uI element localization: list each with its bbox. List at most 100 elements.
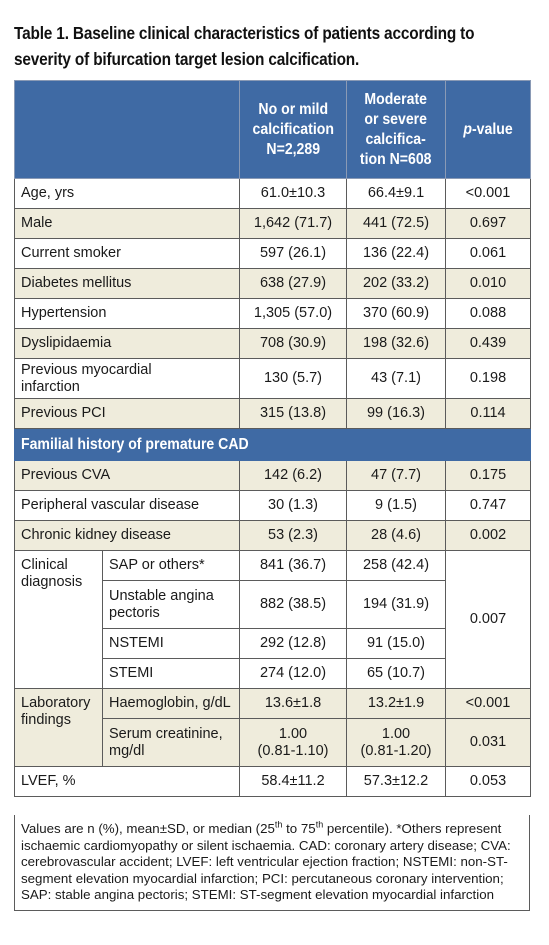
value-line2: (0.81-1.10) [257, 742, 329, 759]
table-row: Chronic kidney disease 53 (2.3) 28 (4.6)… [14, 520, 531, 551]
row-label-line2: infarction [21, 378, 80, 395]
row-label: NSTEMI [102, 628, 240, 659]
group-label-laboratory: Laboratory findings [14, 688, 103, 767]
cell-mod-severe: 9 (1.5) [346, 490, 446, 521]
table-row: Peripheral vascular disease 30 (1.3) 9 (… [14, 490, 531, 521]
table-row: Age, yrs 61.0±10.3 66.4±9.1 <0.001 [14, 178, 531, 209]
value-line1: 1.00 [381, 725, 411, 742]
cell-no-mild: 142 (6.2) [239, 460, 347, 491]
header-no-mild-line3: N=2,289 [266, 140, 320, 158]
cell-mod-severe: 198 (32.6) [346, 328, 446, 359]
header-no-mild: No or mild calcification N=2,289 [239, 80, 347, 179]
cell-p-value: 0.031 [445, 718, 531, 767]
table-row: Unstable angina pectoris 882 (38.5) 194 (… [15, 580, 531, 629]
cell-mod-severe: 65 (10.7) [346, 658, 446, 689]
row-label: STEMI [102, 658, 240, 689]
row-label: Male [14, 208, 240, 239]
table-footnote: Values are n (%), mean±SD, or median (25… [14, 815, 530, 911]
cell-p-value: 0.175 [445, 460, 531, 491]
table-row: Laboratory findings Haemoglobin, g/dL 13.… [14, 688, 531, 767]
cell-p-value: 0.061 [445, 238, 531, 269]
section-title: Familial history of premature CAD [21, 436, 249, 453]
header-row: No or mild calcification N=2,289 Moderat… [14, 80, 531, 179]
table-row: Previous PCI 315 (13.8) 99 (16.3) 0.114 [14, 398, 531, 429]
table-row: Current smoker 597 (26.1) 136 (22.4) 0.0… [14, 238, 531, 269]
cell-p-value: <0.001 [445, 178, 531, 209]
row-label-line2: pectoris [109, 604, 160, 621]
table-row: Male 1,642 (71.7) 441 (72.5) 0.697 [14, 208, 531, 239]
cell-mod-severe: 66.4±9.1 [346, 178, 446, 209]
cell-p-value: 0.088 [445, 298, 531, 329]
cell-no-mild: 1,642 (71.7) [239, 208, 347, 239]
cell-mod-severe: 258 (42.4) [346, 550, 446, 581]
cell-mod-severe: 194 (31.9) [346, 580, 446, 629]
section-header: Familial history of premature CAD [14, 428, 531, 461]
row-label: Previous CVA [14, 460, 240, 491]
table-row: NSTEMI 292 (12.8) 91 (15.0) [15, 628, 531, 659]
row-label: Previous PCI [14, 398, 240, 429]
header-p-value: p-value [445, 80, 531, 179]
row-label: Haemoglobin, g/dL [102, 688, 240, 719]
row-label: Current smoker [14, 238, 240, 269]
table-row: Dyslipidaemia 708 (30.9) 198 (32.6) 0.43… [14, 328, 531, 359]
header-mod-line4: tion N=608 [360, 150, 432, 168]
row-label: Chronic kidney disease [14, 520, 240, 551]
header-mod-line3: calcifica- [365, 130, 427, 148]
cell-mod-severe: 13.2±1.9 [346, 688, 446, 719]
group-label-line2: findings [21, 712, 71, 728]
row-label: Hypertension [14, 298, 240, 329]
cell-no-mild: 597 (26.1) [239, 238, 347, 269]
footnote-part2: to 75 [282, 821, 316, 836]
cell-p-value: 0.747 [445, 490, 531, 521]
section-header-row: Familial history of premature CAD [14, 428, 531, 461]
footnote-part1: Values are n (%), mean±SD, or median (25 [21, 821, 275, 836]
group-label-clinical: Clinical diagnosis [14, 550, 103, 689]
cell-p-value: 0.010 [445, 268, 531, 299]
table-row: LVEF, % 58.4±11.2 57.3±12.2 0.053 [14, 766, 531, 797]
caption-line-2: severity of bifurcation target lesion ca… [14, 49, 360, 69]
cell-p-value: 0.439 [445, 328, 531, 359]
caption-line-1: Table 1. Baseline clinical characteristi… [14, 23, 475, 43]
cell-mod-severe: 441 (72.5) [346, 208, 446, 239]
cell-no-mild: 13.6±1.8 [239, 688, 347, 719]
cell-p-value: 0.007 [445, 550, 531, 689]
row-label-line1: Previous myocardial [21, 361, 152, 378]
cell-no-mild: 58.4±11.2 [239, 766, 347, 797]
group-label-line1: Clinical [21, 557, 68, 573]
cell-p-value: 0.697 [445, 208, 531, 239]
footnote-sup1: th [274, 819, 283, 830]
cell-no-mild: 708 (30.9) [239, 328, 347, 359]
group-label-line2: diagnosis [21, 574, 83, 590]
cell-no-mild: 841 (36.7) [239, 550, 347, 581]
cell-mod-severe: 99 (16.3) [346, 398, 446, 429]
table-row: Previous CVA 142 (6.2) 47 (7.7) 0.175 [14, 460, 531, 491]
cell-mod-severe: 57.3±12.2 [346, 766, 446, 797]
value-line2: (0.81-1.20) [360, 742, 432, 759]
cell-no-mild: 315 (13.8) [239, 398, 347, 429]
header-blank-cell [14, 80, 240, 179]
cell-mod-severe: 43 (7.1) [346, 358, 446, 399]
row-label: Serum creatinine, mg/dl [102, 718, 240, 767]
table-row: Serum creatinine, mg/dl 1.00 (0.81-1.10) 1… [15, 718, 531, 767]
cell-p-value: 0.198 [445, 358, 531, 399]
group-label-line1: Laboratory [21, 695, 91, 711]
cell-mod-severe: 202 (33.2) [346, 268, 446, 299]
cell-no-mild: 30 (1.3) [239, 490, 347, 521]
row-label-line1: Serum creatinine, [109, 725, 223, 742]
cell-no-mild: 882 (38.5) [239, 580, 347, 629]
row-label: Peripheral vascular disease [14, 490, 240, 521]
row-label: Previous myocardial infarction [14, 358, 240, 399]
cell-p-value: 0.002 [445, 520, 531, 551]
cell-no-mild: 1,305 (57.0) [239, 298, 347, 329]
table-caption: Table 1. Baseline clinical characteristi… [14, 20, 475, 72]
row-label: Dyslipidaemia [14, 328, 240, 359]
footnote-part3: percentile). *Others represent ischaemic… [21, 821, 511, 903]
header-p-italic: p [463, 120, 472, 138]
cell-mod-severe: 136 (22.4) [346, 238, 446, 269]
cell-p-value: 0.053 [445, 766, 531, 797]
header-mod-line2: or severe [364, 110, 428, 128]
cell-mod-severe: 370 (60.9) [346, 298, 446, 329]
header-no-mild-line1: No or mild [258, 100, 328, 118]
cell-no-mild: 292 (12.8) [239, 628, 347, 659]
table-row: Diabetes mellitus 638 (27.9) 202 (33.2) … [14, 268, 531, 299]
